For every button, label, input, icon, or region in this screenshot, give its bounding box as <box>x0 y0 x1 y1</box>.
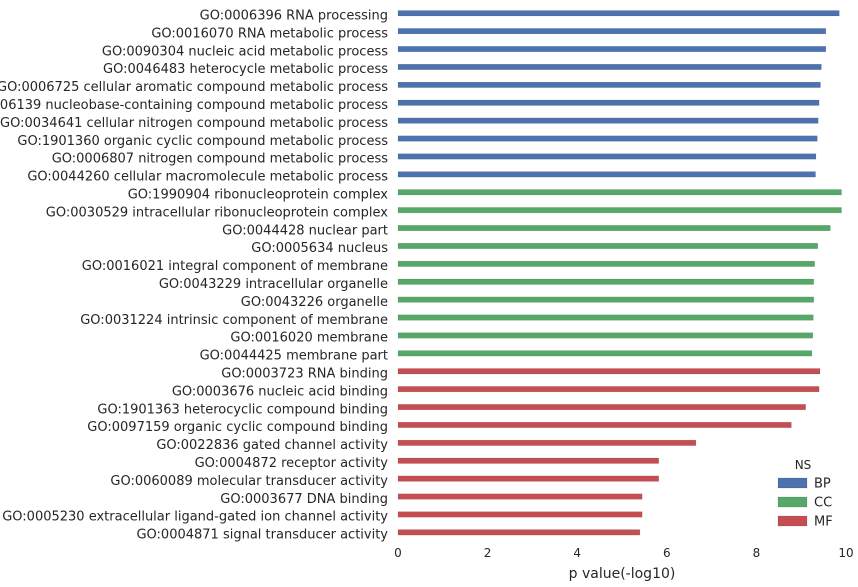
bar-mf <box>397 457 659 464</box>
bar-bp <box>397 46 827 53</box>
category-label: GO:0003676 nucleic acid binding <box>172 384 388 399</box>
x-axis: 0 2 4 6 8 10 <box>394 546 853 560</box>
category-label: GO:0016020 membrane <box>230 331 388 346</box>
legend-swatch-bp <box>777 477 808 489</box>
legend-label-cc: CC <box>814 496 832 511</box>
bar-mf <box>397 529 641 536</box>
category-label: GO:1901360 organic cyclic compound metab… <box>17 134 388 149</box>
category-label: GO:0031224 intrinsic component of membra… <box>80 313 388 328</box>
bar-mf <box>397 439 697 446</box>
bar-cc <box>397 314 814 321</box>
bars-layer <box>397 10 842 536</box>
bar-mf <box>397 511 643 518</box>
bar-bp <box>397 99 820 106</box>
category-label: GO:0005634 nucleus <box>251 241 388 256</box>
bar-bp <box>397 171 816 178</box>
x-tick-label: 0 <box>394 546 402 560</box>
category-label: GO:0005230 extracellular ligand-gated io… <box>2 510 388 525</box>
bar-mf <box>397 421 792 428</box>
bar-bp <box>397 28 827 35</box>
category-label: GO:0046483 heterocycle metabolic process <box>103 62 388 77</box>
category-label: GO:0097159 organic cyclic compound bindi… <box>87 420 388 435</box>
x-tick-label: 4 <box>573 546 581 560</box>
legend: NS BP CC MF <box>777 458 833 530</box>
x-axis-title: p value(-log10) <box>569 566 676 582</box>
category-label: GO:0060089 molecular transducer activity <box>110 474 388 489</box>
bar-cc <box>397 260 815 267</box>
category-label: GO:0044428 nuclear part <box>222 223 388 238</box>
category-label: GO:0006139 nucleobase-containing compoun… <box>0 98 388 113</box>
category-label: GO:0003677 DNA binding <box>220 492 388 507</box>
category-label: GO:0044425 membrane part <box>200 349 388 364</box>
bar-mf <box>397 386 820 393</box>
bar-bp <box>397 10 840 17</box>
legend-swatch-mf <box>777 515 808 527</box>
bar-mf <box>397 493 643 500</box>
category-label: GO:1990904 ribonucleoprotein complex <box>128 188 389 203</box>
category-label: GO:0004871 signal transducer activity <box>136 528 388 543</box>
x-tick-label: 2 <box>484 546 492 560</box>
legend-swatch-cc <box>777 496 808 508</box>
category-label: GO:0022836 gated channel activity <box>156 438 388 453</box>
category-label: GO:0006396 RNA processing <box>200 9 388 24</box>
category-label: GO:0034641 cellular nitrogen compound me… <box>0 116 388 131</box>
category-label: GO:0016070 RNA metabolic process <box>151 26 388 41</box>
category-label: GO:0030529 intracellular ribonucleoprote… <box>46 205 389 220</box>
bar-cc <box>397 207 842 214</box>
bar-bp <box>397 81 821 88</box>
x-tick-label: 6 <box>663 546 671 560</box>
bar-mf <box>397 404 806 411</box>
bar-cc <box>397 278 814 285</box>
legend-title: NS <box>795 458 812 472</box>
category-labels: GO:0006396 RNA processing GO:0016070 RNA … <box>0 9 388 543</box>
legend-label-bp: BP <box>814 477 831 492</box>
bar-mf <box>397 368 821 375</box>
bar-mf <box>397 475 659 482</box>
bar-cc <box>397 242 819 249</box>
category-label: GO:0006807 nitrogen compound metabolic p… <box>52 152 389 167</box>
category-label: GO:0006725 cellular aromatic compound me… <box>0 80 388 95</box>
category-label: GO:0043229 intracellular organelle <box>159 277 388 292</box>
x-tick-label: 10 <box>838 546 853 560</box>
bar-bp <box>397 117 819 124</box>
bar-bp <box>397 153 817 160</box>
x-tick-label: 8 <box>753 546 761 560</box>
bar-cc <box>397 296 814 303</box>
bar-bp <box>397 63 822 70</box>
bar-cc <box>397 350 813 357</box>
category-label: GO:0016021 integral component of membran… <box>82 259 388 274</box>
category-label: GO:0003723 RNA binding <box>221 367 388 382</box>
category-label: GO:1901363 heterocyclic compound binding <box>97 402 388 417</box>
bar-cc <box>397 189 842 196</box>
category-label: GO:0090304 nucleic acid metabolic proces… <box>102 44 388 59</box>
category-label: GO:0044260 cellular macromolecule metabo… <box>27 170 388 185</box>
bar-cc <box>397 225 831 232</box>
category-label: GO:0043226 organelle <box>241 295 388 310</box>
category-label: GO:0004872 receptor activity <box>195 456 389 471</box>
bar-cc <box>397 332 814 339</box>
bar-bp <box>397 135 818 142</box>
legend-label-mf: MF <box>814 515 833 530</box>
